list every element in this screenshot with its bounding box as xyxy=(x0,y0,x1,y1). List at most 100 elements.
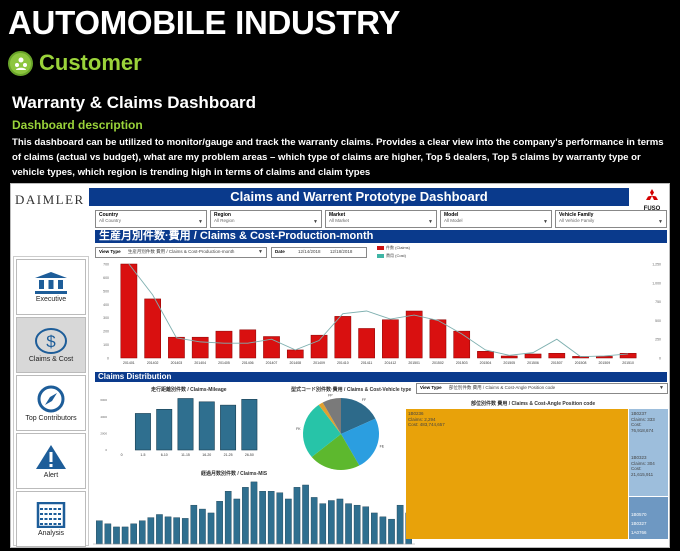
svg-text:250: 250 xyxy=(655,338,661,342)
bank-icon xyxy=(35,271,67,294)
legend-claims: 件数 (Claims) xyxy=(377,245,410,251)
svg-text:11-15: 11-15 xyxy=(181,453,190,457)
category-label: Customer xyxy=(39,50,142,75)
svg-text:201501: 201501 xyxy=(408,361,420,365)
svg-text:201506: 201506 xyxy=(527,361,539,365)
svg-text:300: 300 xyxy=(103,316,109,320)
mileage-chart-title: 走行距離別件数 / Claims-Mileage xyxy=(151,387,227,393)
filter-vehicle-family[interactable]: Vehicle Family All Vehicle Family ▼ xyxy=(555,210,667,228)
claims-mis-chart xyxy=(93,481,415,545)
svg-text:FE: FE xyxy=(380,444,385,448)
sidebar-item-top-contributors[interactable]: Top Contributors xyxy=(16,375,86,431)
description-text: This dashboard can be utilized to monito… xyxy=(12,137,664,178)
sidebar-nav: Executive $ Claims & Cost Top Contributo… xyxy=(13,256,89,547)
svg-text:26-50: 26-50 xyxy=(245,453,254,457)
chevron-down-icon: ▼ xyxy=(258,248,263,255)
compass-icon xyxy=(37,385,65,412)
svg-text:750: 750 xyxy=(655,300,661,304)
pie-chart-title: 型式コード別件数·費用 / Claims & Cost-Vehicle type xyxy=(291,387,412,393)
svg-text:1-5: 1-5 xyxy=(140,453,145,457)
svg-text:201510: 201510 xyxy=(622,361,634,365)
svg-text:201405: 201405 xyxy=(218,361,230,365)
claims-cost-production-month-chart: 0 100 200 300 400 500 600 700 201401 201402 201403… xyxy=(103,263,661,366)
svg-text:201509: 201509 xyxy=(598,361,610,365)
svg-text:201402: 201402 xyxy=(147,361,159,365)
mis-chart-title: 経過月数別件数 / Claims-MIS xyxy=(201,471,268,477)
date-range-slider[interactable]: Date 12/14/2018 12/18/2018 xyxy=(271,246,367,258)
sidebar-item-alert[interactable]: Alert xyxy=(16,433,86,489)
svg-text:201408: 201408 xyxy=(289,361,301,365)
dashboard-panel: DAIMLER Claims and Warrent Prototype Das… xyxy=(10,183,670,548)
customer-badge-icon xyxy=(8,50,33,76)
svg-text:400: 400 xyxy=(103,303,109,307)
section-claims-distribution: Claims Distribution xyxy=(95,372,667,382)
svg-text:201508: 201508 xyxy=(575,361,587,365)
treemap-cell-1B0236[interactable]: 1B0236 Claims: 2,294 Cost: 483,744,657 xyxy=(406,409,628,539)
angle-position-treemap: 1B0236 Claims: 2,294 Cost: 483,744,657 1… xyxy=(406,409,668,539)
svg-text:FP: FP xyxy=(328,393,333,397)
dollar-icon: $ xyxy=(35,327,67,354)
svg-text:201409: 201409 xyxy=(313,361,325,365)
svg-text:0: 0 xyxy=(121,453,123,457)
svg-text:201502: 201502 xyxy=(432,361,444,365)
svg-text:4000: 4000 xyxy=(100,415,107,419)
sidebar-item-executive[interactable]: Executive xyxy=(16,259,86,315)
svg-text:201410: 201410 xyxy=(337,361,349,365)
svg-text:6000: 6000 xyxy=(100,398,107,402)
svg-text:201507: 201507 xyxy=(551,361,563,365)
svg-text:0: 0 xyxy=(105,448,107,452)
abacus-icon xyxy=(36,501,66,528)
svg-text:201401: 201401 xyxy=(123,361,135,365)
svg-text:201412: 201412 xyxy=(385,361,397,365)
svg-text:201505: 201505 xyxy=(503,361,515,365)
mitsubishi-diamonds-icon xyxy=(646,189,658,200)
section-claims-cost-production-month: 生産月別件数·費用 / Claims & Cost-Production-mon… xyxy=(95,230,667,243)
chevron-down-icon: ▼ xyxy=(313,219,318,225)
filter-market[interactable]: Market All Market ▼ xyxy=(325,210,437,228)
category-row: Customer xyxy=(8,50,142,76)
svg-text:201403: 201403 xyxy=(171,361,183,365)
chevron-down-icon: ▼ xyxy=(659,385,664,391)
view-type-select[interactable]: View Type 生産月別件数 費用 / Claims & Cost-Prod… xyxy=(95,246,267,258)
distribution-view-type-select[interactable]: View Type 部位別件数 費用 / Claims & Cost-Angle… xyxy=(416,383,668,394)
section1-controls: View Type 生産月別件数 費用 / Claims & Cost-Prod… xyxy=(95,245,410,259)
svg-text:1,250: 1,250 xyxy=(652,263,661,267)
svg-text:100: 100 xyxy=(103,343,109,347)
sidebar-item-analysis[interactable]: Analysis xyxy=(16,491,86,547)
chevron-down-icon: ▼ xyxy=(428,219,433,225)
svg-text:21-25: 21-25 xyxy=(224,453,233,457)
treemap-cell-small[interactable]: 1B0570 1B0327 1A0766 xyxy=(629,497,668,539)
chevron-down-icon: ▼ xyxy=(198,219,203,225)
svg-text:201404: 201404 xyxy=(194,361,206,365)
description-heading: Dashboard description xyxy=(12,118,143,132)
svg-text:600: 600 xyxy=(103,276,109,280)
svg-text:6-10: 6-10 xyxy=(161,453,168,457)
filter-bar: Country All Country ▼ Region All Region … xyxy=(95,210,667,228)
daimler-logo: DAIMLER xyxy=(15,192,85,207)
svg-text:16-20: 16-20 xyxy=(202,453,211,457)
filter-model[interactable]: Model All Model ▼ xyxy=(440,210,552,228)
sidebar-item-claims-cost[interactable]: $ Claims & Cost xyxy=(16,317,86,373)
chevron-down-icon: ▼ xyxy=(543,219,548,225)
dashboard-title: Claims and Warrent Prototype Dashboard xyxy=(89,188,629,206)
svg-text:201406: 201406 xyxy=(242,361,254,365)
svg-text:0: 0 xyxy=(107,357,109,361)
treemap-title: 部位別件数 費用 / Claims & Cost-Angle Position … xyxy=(471,401,596,407)
svg-text:0: 0 xyxy=(659,357,661,361)
svg-text:FG: FG xyxy=(331,471,336,472)
filter-region[interactable]: Region All Region ▼ xyxy=(210,210,322,228)
dashboard-subtitle: Warranty & Claims Dashboard xyxy=(12,93,257,112)
filter-country[interactable]: Country All Country ▼ xyxy=(95,210,207,228)
svg-text:$: $ xyxy=(46,332,56,351)
alert-icon xyxy=(36,444,66,469)
chart-legend: 件数 (Claims) 費用 (Cost) xyxy=(377,245,410,259)
svg-text:FK: FK xyxy=(296,427,301,431)
treemap-cell-1B0237[interactable]: 1B0237 Claims: 333 Cost: 76,918,674 1B03… xyxy=(629,409,668,496)
svg-text:201503: 201503 xyxy=(456,361,468,365)
svg-text:201504: 201504 xyxy=(480,361,492,365)
svg-text:500: 500 xyxy=(103,289,109,293)
svg-text:500: 500 xyxy=(655,319,661,323)
svg-text:1,000: 1,000 xyxy=(652,281,661,285)
chevron-down-icon: ▼ xyxy=(658,219,663,225)
svg-text:201411: 201411 xyxy=(361,361,372,365)
